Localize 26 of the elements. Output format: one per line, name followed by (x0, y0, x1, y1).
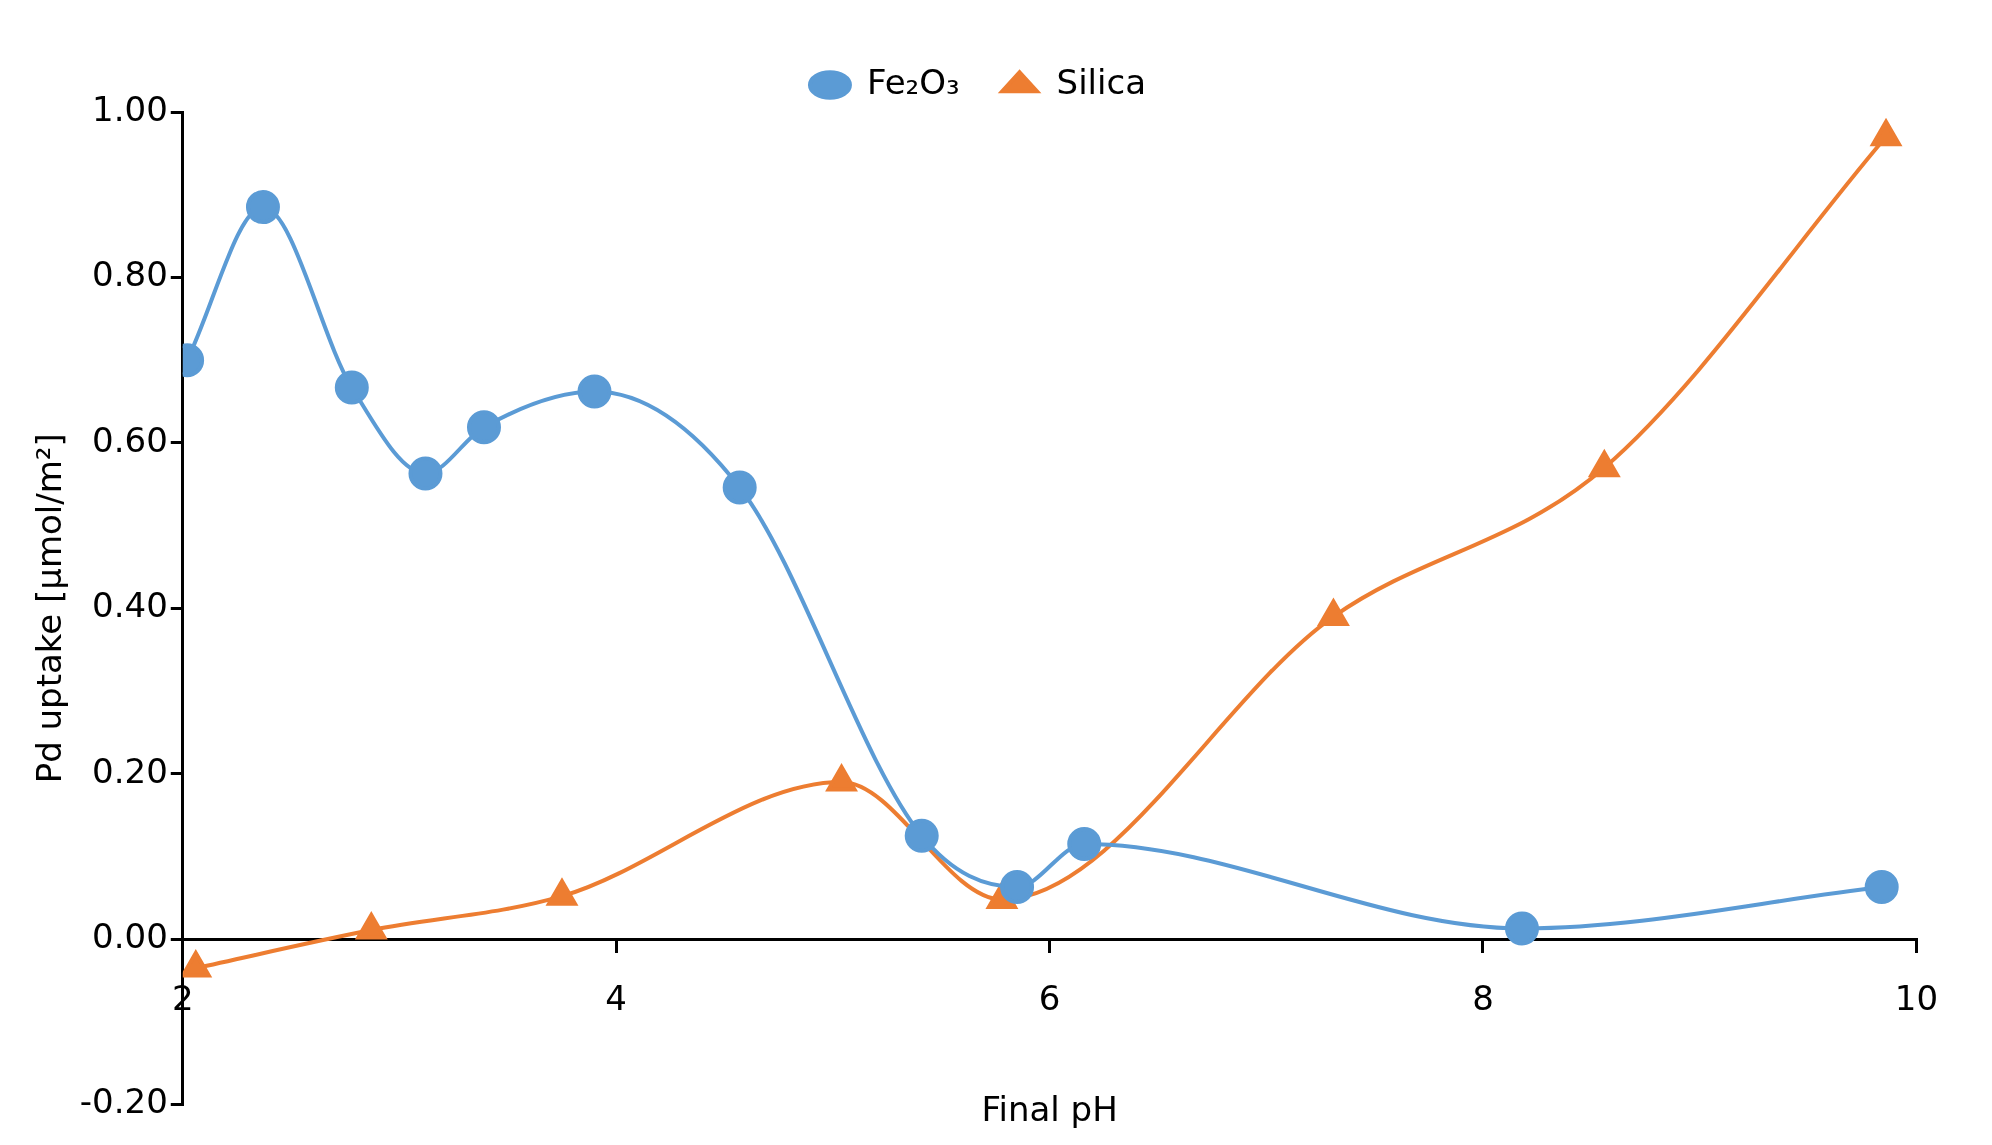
point (904, 818, 939, 853)
point (577, 374, 612, 409)
point (466, 410, 501, 445)
point (408, 456, 443, 491)
x-tick-label: 10 (1894, 978, 1938, 1019)
point (1000, 870, 1035, 905)
y-tick-label: 0.40 (92, 585, 168, 626)
x-axis-title: Final pH (981, 1089, 1118, 1130)
legend-label: Fe₂O₃ (866, 61, 960, 102)
point (1864, 870, 1899, 905)
x-tick-label: 6 (1038, 978, 1061, 1019)
point (245, 190, 280, 225)
point (1504, 911, 1539, 946)
point (1067, 827, 1102, 862)
y-tick-label: -0.20 (79, 1081, 168, 1122)
x-tick-label: 4 (605, 978, 627, 1019)
y-tick-label: 0.60 (92, 419, 168, 460)
y-tick-label: 1.00 (92, 88, 168, 129)
y-tick-label: 0.20 (92, 750, 168, 791)
legend-label: Silica (1056, 61, 1147, 102)
y-axis-title: Pd uptake [µmol/m²] (29, 433, 70, 784)
point (334, 370, 369, 405)
y-tick-label: 0.00 (92, 915, 168, 956)
y-tick-label: 0.80 (92, 254, 168, 295)
point (722, 470, 757, 505)
x-tick-label: 8 (1472, 978, 1494, 1019)
